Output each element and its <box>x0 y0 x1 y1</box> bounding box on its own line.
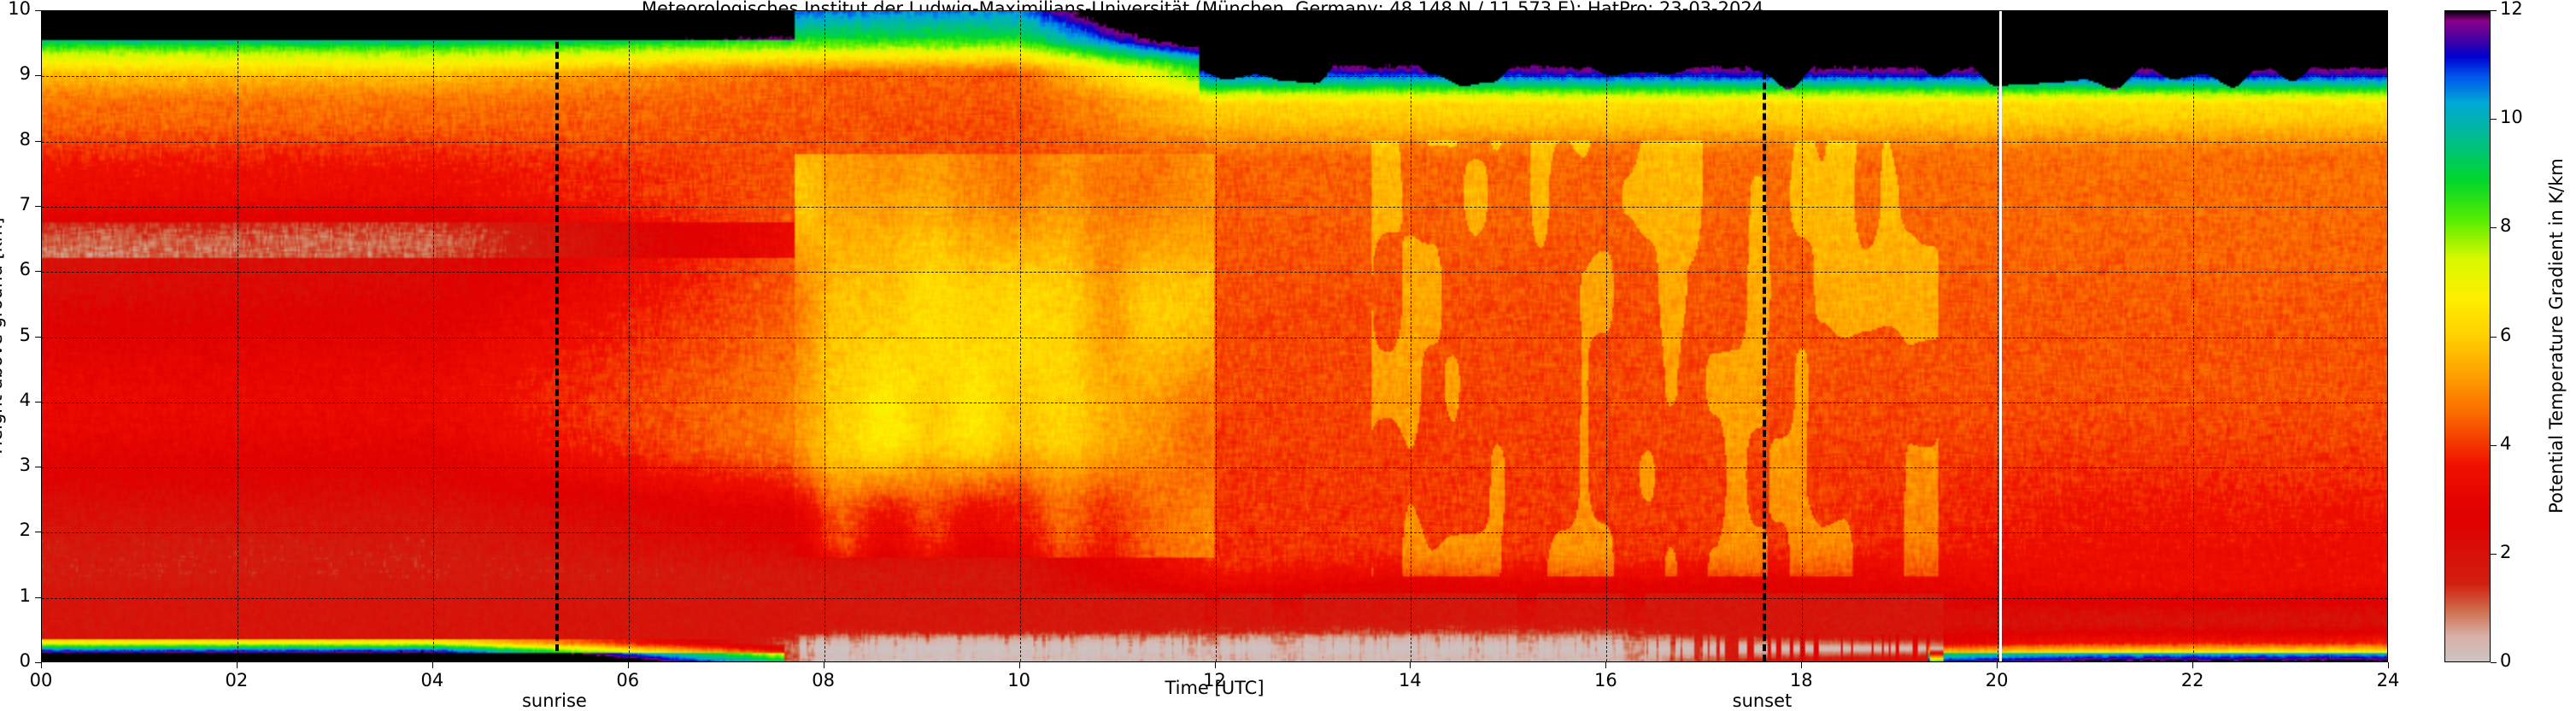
x-tick-label: 00 <box>29 670 53 690</box>
colorbar-tick-mark <box>2491 336 2497 338</box>
y-axis-label: Height above ground [km] <box>0 217 6 455</box>
colorbar-tick-mark <box>2491 444 2497 446</box>
x-tick-mark <box>627 662 629 668</box>
x-tick-mark <box>236 662 238 668</box>
x-tick-label: 22 <box>2180 670 2204 690</box>
y-tick-label: 10 <box>8 0 31 19</box>
colorbar-tick-mark <box>2491 662 2497 663</box>
colorbar-tick-mark <box>2491 10 2497 11</box>
x-tick-label: 24 <box>2376 670 2400 690</box>
y-tick-mark <box>35 596 41 598</box>
colorbar-tick-label: 8 <box>2500 215 2512 237</box>
x-tick-label: 20 <box>1985 670 2009 690</box>
y-tick-mark <box>35 75 41 77</box>
y-tick-label: 0 <box>19 650 31 671</box>
sunrise-line <box>555 11 559 661</box>
x-tick-mark <box>41 662 42 668</box>
x-tick-mark <box>1801 662 1803 668</box>
colorbar-tick-label: 12 <box>2500 0 2523 19</box>
colorbar-tick-mark <box>2491 119 2497 120</box>
x-tick-label: 06 <box>616 670 640 690</box>
colorbar-tick-mark <box>2491 553 2497 555</box>
y-tick-label: 1 <box>19 585 31 606</box>
y-tick-label: 4 <box>19 389 31 410</box>
y-tick-mark <box>35 140 41 142</box>
x-tick-mark <box>1214 662 1216 668</box>
plot-axes <box>41 10 2388 662</box>
y-tick-label: 5 <box>19 324 31 345</box>
colorbar-tick-label: 4 <box>2500 432 2512 454</box>
colorbar-tick-mark <box>2491 227 2497 229</box>
colorbar <box>2444 10 2491 662</box>
colorbar-label: Potential Temperature Gradient in K/km <box>2546 158 2567 514</box>
x-tick-label: 18 <box>1789 670 1813 690</box>
marker-line <box>1999 11 2003 661</box>
y-tick-mark <box>35 10 41 11</box>
x-tick-label: 14 <box>1399 670 1422 690</box>
sunset-line <box>1763 11 1767 661</box>
colorbar-tick-label: 0 <box>2500 650 2512 671</box>
heatmap-image <box>42 11 2387 661</box>
y-tick-label: 7 <box>19 193 31 214</box>
x-tick-mark <box>1018 662 1020 668</box>
colorbar-tick-label: 2 <box>2500 541 2512 562</box>
colorbar-tick-label: 10 <box>2500 107 2523 128</box>
x-tick-label: 10 <box>1007 670 1030 690</box>
y-tick-label: 2 <box>19 520 31 541</box>
x-tick-mark <box>2192 662 2194 668</box>
y-tick-mark <box>35 401 41 403</box>
x-tick-mark <box>1605 662 1607 668</box>
x-tick-mark <box>1997 662 1998 668</box>
x-tick-label: 02 <box>225 670 249 690</box>
y-tick-label: 3 <box>19 455 31 476</box>
y-tick-mark <box>35 205 41 207</box>
x-tick-label: 12 <box>1203 670 1226 690</box>
x-tick-mark <box>431 662 433 668</box>
y-tick-label: 9 <box>19 63 31 85</box>
colorbar-tick-label: 6 <box>2500 324 2512 345</box>
y-tick-mark <box>35 662 41 663</box>
x-tick-label: 08 <box>812 670 836 690</box>
x-tick-label: 16 <box>1593 670 1617 690</box>
y-tick-mark <box>35 336 41 338</box>
x-tick-mark <box>1410 662 1411 668</box>
x-tick-label: 04 <box>420 670 444 690</box>
y-tick-label: 6 <box>19 259 31 280</box>
x-axis-label: Time [UTC] <box>1165 678 1265 698</box>
x-tick-mark <box>2388 662 2389 668</box>
y-tick-label: 8 <box>19 128 31 150</box>
y-tick-mark <box>35 271 41 273</box>
